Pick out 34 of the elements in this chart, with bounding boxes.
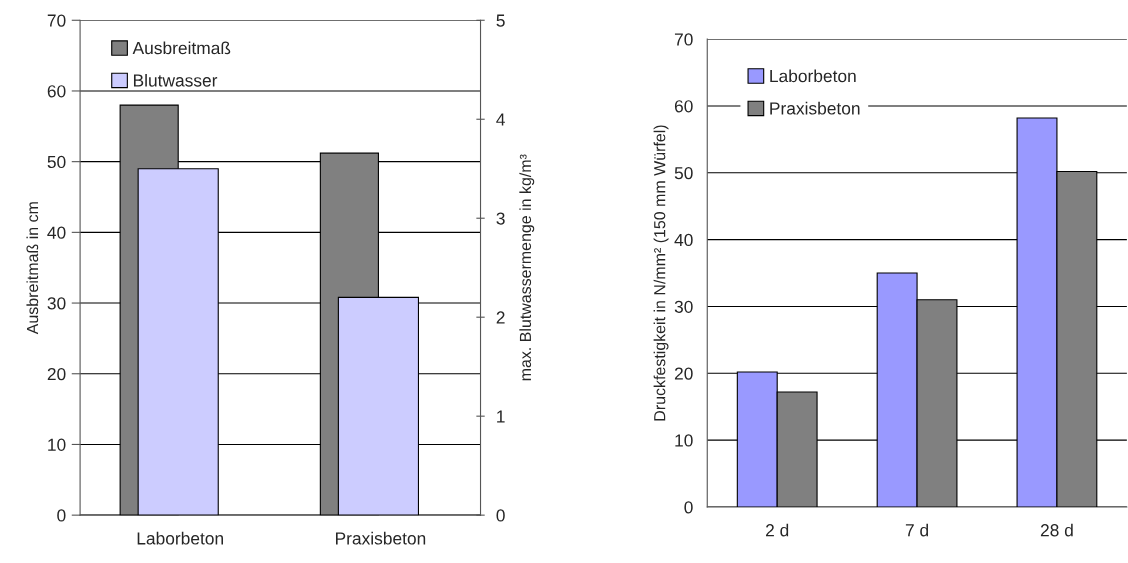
y-tick-label: 70 <box>674 33 693 46</box>
y-tick-label: 10 <box>48 438 66 451</box>
y-tick-label: 0 <box>684 501 693 514</box>
x-tick-label: Praxisbeton <box>336 531 426 545</box>
y2-tick-label: 0 <box>496 509 505 522</box>
y-tick-label: 50 <box>674 166 693 180</box>
x-tick-label: 7 d <box>905 523 929 537</box>
y-tick-label: 10 <box>675 434 693 447</box>
x-tick-label: 28 d <box>1040 523 1073 537</box>
y-tick-label: 50 <box>47 155 66 169</box>
y-tick-label: 40 <box>674 233 693 247</box>
x-tick-label: 2 d <box>766 523 789 537</box>
y-tick-label: 20 <box>674 367 693 380</box>
y-axis-title: Druckfestigkeit in N/mm² (150 mm Würfel) <box>653 125 669 421</box>
legend-label: Blutwasser <box>133 73 218 87</box>
y2-tick-label: 5 <box>496 14 505 27</box>
legend-label: Ausbreitmaß <box>132 41 231 55</box>
y-tick-label: 60 <box>47 85 66 98</box>
y-tick-label: 30 <box>674 300 693 313</box>
y-tick-label: 60 <box>674 100 693 113</box>
y-tick-label: 70 <box>47 14 66 27</box>
y-tick-label: 30 <box>47 297 66 310</box>
y2-axis-title: max. Blutwassermenge in kg/m³ <box>519 154 535 381</box>
x-tick-label: Laborbeton <box>137 531 223 545</box>
y2-tick-label: 3 <box>496 212 505 225</box>
y2-tick-label: 4 <box>496 113 505 126</box>
y-tick-label: 20 <box>47 367 66 381</box>
y2-tick-label: 2 <box>496 311 505 324</box>
y-axis-title: Ausbreitmaß in cm <box>26 202 39 335</box>
y-tick-label: 0 <box>57 509 66 522</box>
legend-label: Laborbeton <box>770 69 856 83</box>
y-tick-label: 40 <box>47 226 66 239</box>
legend-label: Praxisbeton <box>770 101 860 115</box>
y2-tick-label: 1 <box>497 410 505 423</box>
